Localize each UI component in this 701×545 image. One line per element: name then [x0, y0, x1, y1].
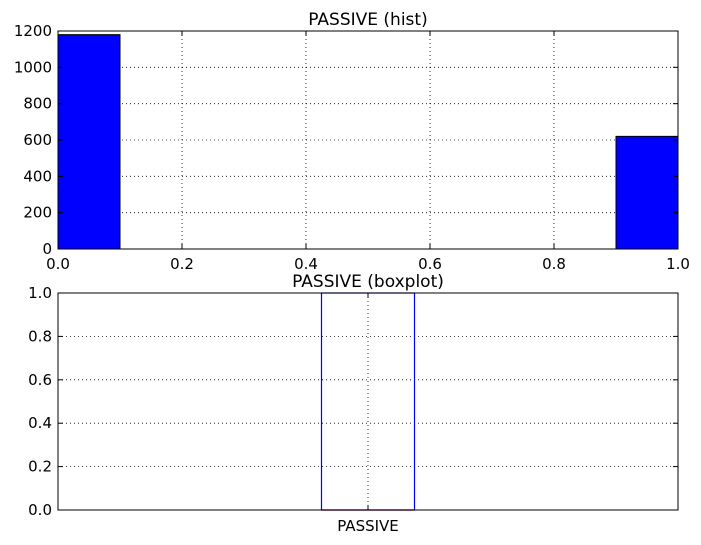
box-y-tick-label: 0.8: [28, 327, 52, 345]
hist-bars: [57, 34, 679, 250]
hist-x-tick-label: 0.0: [46, 255, 70, 273]
hist-y-tick-label: 600: [23, 131, 52, 149]
hist-y-tick-label: 800: [23, 95, 52, 113]
hist-bar: [615, 135, 679, 250]
box-y-axis: 0.0 0.2 0.4 0.6 0.8 1.0: [28, 284, 678, 519]
box-x-axis: PASSIVE: [337, 293, 399, 535]
box-title: PASSIVE (boxplot): [292, 272, 444, 292]
box-grid: [58, 293, 678, 510]
hist-y-axis: 0 200 400 600 800 1000 1200: [14, 22, 678, 258]
hist-grid: [58, 31, 678, 249]
box-panel: PASSIVE (boxplot) PASSIVE 0.00.20.40.60.…: [28, 272, 679, 535]
hist-bar: [57, 34, 121, 250]
box-y-tick-label: 0.2: [28, 458, 52, 476]
box-y-tick-label: 0.0: [28, 501, 52, 519]
hist-panel: PASSIVE (hist) 0.0 0.2 0.4 0.6 0.8 1.0 0 200 40…: [14, 10, 690, 273]
hist-x-tick-label: 0.2: [170, 255, 194, 273]
hist-title: PASSIVE (hist): [308, 10, 427, 30]
hist-y-tick-label: 400: [23, 167, 52, 185]
box-y-tick-label: 0.6: [28, 371, 52, 389]
hist-y-tick-label: 1000: [14, 58, 52, 76]
box-y-tick-label: 1.0: [28, 284, 52, 302]
hist-y-tick-label: 200: [23, 204, 52, 222]
box-y-tick-label: 0.4: [28, 414, 52, 432]
hist-x-tick-label: 0.6: [418, 255, 442, 273]
hist-x-tick-label: 0.4: [294, 255, 318, 273]
hist-y-tick-label: 0: [42, 240, 52, 258]
box-x-tick-label: PASSIVE: [337, 517, 399, 535]
hist-x-axis: 0.0 0.2 0.4 0.6 0.8 1.0: [46, 31, 690, 273]
hist-x-tick-label: 0.8: [542, 255, 566, 273]
hist-x-tick-label: 1.0: [666, 255, 690, 273]
hist-y-tick-label: 1200: [14, 22, 52, 40]
